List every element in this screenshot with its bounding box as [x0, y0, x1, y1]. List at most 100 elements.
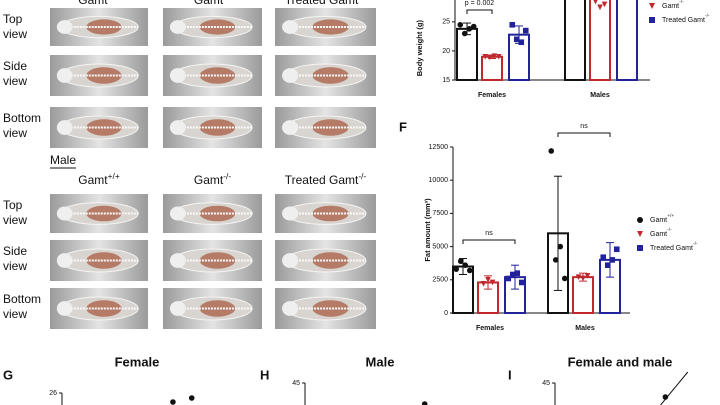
y-tick-label: 7500: [432, 210, 448, 217]
data-point: [649, 3, 655, 9]
section-heading: Male: [50, 153, 76, 167]
data-point: [518, 279, 525, 286]
ct-image: [275, 288, 376, 329]
data-point: [584, 273, 591, 279]
data-point: [480, 280, 487, 287]
skull: [282, 301, 299, 316]
panel-label: H: [260, 367, 269, 382]
ct-image: [275, 107, 376, 148]
ct-image: [275, 8, 376, 46]
bar: [481, 55, 503, 81]
data-point: [518, 39, 525, 46]
column-header: Treated Gamt-/-: [285, 171, 367, 187]
x-tick-label: Females: [478, 92, 506, 99]
legend-label: Gamt-/-: [650, 227, 672, 238]
data-point: [453, 266, 460, 272]
skull: [56, 206, 73, 221]
data-point: [613, 246, 620, 253]
data-point: [505, 275, 512, 282]
data-point: [548, 148, 555, 154]
bar: [589, 0, 611, 81]
data-point: [188, 395, 195, 401]
column-header: Gamt-/-: [194, 171, 231, 187]
row-label: Top view: [3, 198, 27, 227]
ct-image: [50, 240, 148, 281]
data-point: [470, 23, 477, 30]
significance-bracket: [557, 132, 611, 137]
chart-title: Female: [115, 354, 160, 369]
data-point: [575, 274, 582, 280]
y-tick-label: 12500: [429, 144, 449, 151]
data-point: [495, 53, 502, 60]
data-point: [637, 231, 643, 237]
significance-label: p = 0.002: [465, 0, 494, 7]
data-point: [485, 277, 491, 283]
data-point: [509, 21, 516, 28]
skull: [56, 301, 73, 316]
significance-label: ns: [580, 123, 588, 130]
ct-image: [50, 288, 148, 329]
data-point: [466, 267, 473, 274]
data-point: [489, 279, 496, 286]
data-point: [662, 394, 669, 400]
x-tick-label: Males: [575, 325, 595, 332]
y-tick-label: 15: [442, 77, 450, 84]
panel-label: I: [508, 367, 512, 382]
ct-image: [163, 288, 262, 329]
skull: [169, 206, 186, 221]
data-point: [593, 0, 598, 5]
y-tick-label: 26: [49, 390, 57, 397]
skull: [56, 68, 73, 83]
skull: [56, 20, 73, 34]
ct-image: [163, 107, 262, 148]
data-point: [649, 17, 655, 23]
data-point: [486, 54, 493, 61]
legend-label: Gamt-/-: [662, 0, 684, 10]
row-label: Side view: [3, 244, 27, 273]
bar: [616, 0, 638, 81]
skull: [169, 253, 186, 268]
ct-image: [275, 194, 376, 233]
y-tick-label: 2500: [432, 277, 448, 284]
ct-image: [163, 240, 262, 281]
column-header: Treated Gamt-/-: [285, 0, 367, 7]
skull: [282, 68, 299, 83]
data-point: [170, 399, 176, 405]
data-point: [637, 245, 643, 251]
skull: [56, 120, 73, 135]
significance-bracket: [462, 239, 516, 244]
y-tick-label: 45: [542, 380, 550, 387]
column-header: Gamt-/-: [194, 0, 231, 7]
legend-label: Treated Gamt-/-: [662, 13, 710, 24]
data-point: [522, 27, 529, 34]
data-point: [597, 4, 603, 11]
bar: [564, 0, 586, 81]
y-tick-label: 5000: [432, 243, 448, 250]
ct-image: [50, 8, 148, 46]
y-tick-label: 10000: [429, 177, 449, 184]
ct-image: [163, 8, 262, 46]
skull: [282, 206, 299, 221]
skull: [282, 20, 299, 34]
data-point: [461, 30, 468, 37]
data-point: [609, 257, 616, 263]
row-label: Side view: [3, 59, 27, 88]
ct-image: [50, 55, 148, 96]
data-point: [509, 271, 516, 278]
data-point: [491, 53, 498, 59]
data-point: [514, 270, 521, 276]
column-header: Gamt+/+: [78, 0, 120, 7]
skull: [282, 120, 299, 135]
data-point: [421, 401, 428, 405]
y-tick-label: 45: [292, 380, 300, 387]
data-point: [601, 1, 608, 8]
y-axis-label: Body weight (g): [415, 20, 424, 77]
panel-label: F: [399, 119, 407, 134]
panel-label: G: [3, 367, 13, 382]
ct-image: [50, 107, 148, 148]
legend-label: Treated Gamt-/-: [650, 241, 698, 252]
bar: [456, 27, 478, 82]
data-point: [466, 26, 473, 32]
data-point: [557, 243, 564, 250]
